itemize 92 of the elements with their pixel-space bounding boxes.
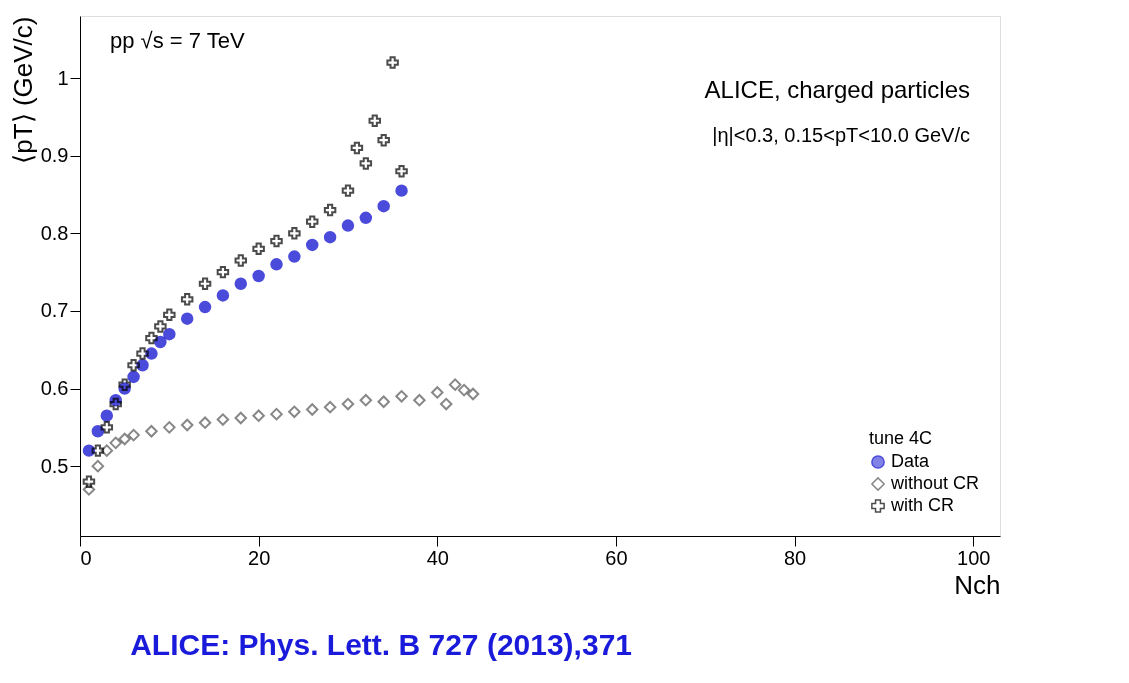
y-tick-label: 0.6 — [40, 377, 69, 400]
point — [439, 397, 453, 411]
point — [270, 234, 283, 248]
point — [270, 407, 283, 421]
point — [216, 413, 230, 426]
point — [82, 475, 96, 488]
point — [163, 421, 176, 434]
point — [323, 230, 337, 244]
point — [359, 393, 373, 407]
point — [305, 403, 319, 416]
point — [359, 157, 373, 170]
y-axis-title: ⟨pT⟩ (GeV/c) — [7, 16, 38, 164]
point — [145, 331, 158, 345]
point — [154, 320, 167, 333]
y-tick-label: 1 — [57, 66, 69, 89]
x-tick-label: 0 — [80, 546, 92, 569]
point — [100, 444, 114, 457]
point — [413, 393, 426, 407]
point — [270, 258, 283, 271]
x-tick-label: 40 — [426, 546, 449, 569]
legend-title: tune 4C — [869, 428, 933, 448]
point — [341, 184, 355, 197]
point — [198, 416, 212, 429]
point — [180, 418, 194, 432]
point — [127, 370, 140, 384]
point — [109, 397, 122, 411]
point — [377, 395, 390, 408]
x-tick-label: 80 — [783, 546, 807, 569]
point — [163, 327, 176, 341]
point — [127, 428, 140, 442]
point — [145, 424, 158, 438]
y-tick-label: 0.7 — [40, 299, 69, 322]
legend-label: with CR — [890, 495, 955, 515]
point — [288, 405, 301, 419]
point — [305, 215, 319, 228]
point — [323, 400, 337, 414]
point — [198, 300, 212, 314]
point — [457, 383, 471, 397]
point — [180, 312, 194, 325]
point — [288, 227, 301, 240]
x-axis-title: Nch — [954, 569, 1001, 600]
point — [82, 483, 96, 496]
point — [377, 133, 390, 147]
x-tick-label: 20 — [248, 546, 271, 569]
point — [91, 424, 105, 438]
point — [368, 114, 381, 128]
point — [395, 390, 408, 403]
point — [341, 219, 355, 232]
point — [323, 203, 337, 217]
point — [252, 409, 265, 422]
point — [127, 359, 140, 372]
x-tick-label: 100 — [957, 546, 991, 569]
point — [234, 411, 248, 425]
point — [118, 378, 131, 391]
legend-label: without CR — [890, 473, 980, 493]
point — [386, 56, 399, 69]
point — [216, 289, 230, 302]
point — [163, 308, 176, 322]
point — [100, 409, 114, 422]
point — [180, 293, 194, 306]
point — [350, 141, 364, 155]
point — [466, 387, 480, 401]
point — [377, 199, 390, 213]
point — [431, 386, 444, 399]
point — [252, 242, 265, 256]
point — [91, 444, 105, 457]
point — [359, 211, 373, 225]
point — [234, 254, 248, 267]
text: ALICE: Phys. Lett. B 727 (2013),371 — [130, 628, 632, 661]
point — [100, 421, 114, 434]
point — [91, 459, 105, 473]
point — [448, 378, 462, 391]
point — [109, 436, 122, 450]
annotation: pp √s = 7 TeV — [110, 28, 245, 53]
point — [288, 250, 301, 263]
y-tick-label: 0.9 — [40, 144, 69, 167]
annotation: |η|<0.3, 0.15<pT<10.0 GeV/c — [712, 124, 970, 146]
point — [395, 164, 408, 178]
y-tick-label: 0.5 — [40, 454, 69, 477]
annotation: ALICE, charged particles — [704, 76, 970, 103]
point — [136, 347, 149, 360]
point — [395, 184, 408, 197]
point — [216, 265, 230, 279]
point — [118, 432, 131, 446]
point — [252, 269, 265, 283]
x-tick-label: 60 — [605, 546, 628, 569]
legend-label: Data — [891, 451, 931, 471]
point — [198, 277, 212, 291]
y-tick-label: 0.8 — [40, 221, 69, 244]
point — [341, 397, 355, 411]
point — [305, 238, 319, 252]
point — [234, 277, 248, 290]
